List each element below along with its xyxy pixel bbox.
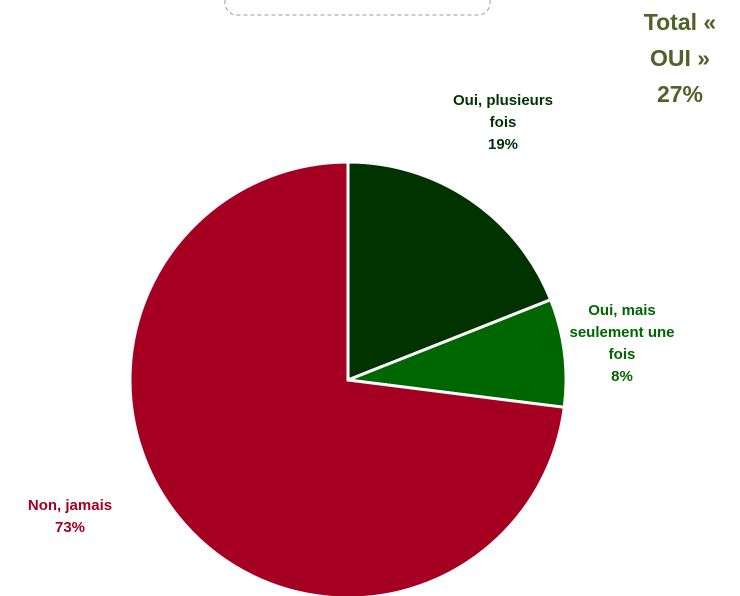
slice-label: Non, jamais 73% bbox=[0, 495, 140, 539]
value-label: 8% bbox=[611, 368, 633, 385]
slice bbox=[128, 160, 566, 596]
slice-label: Oui, plusieurs fois 19% bbox=[448, 90, 558, 156]
slice-label: Oui, mais seulement une fois 8% bbox=[567, 300, 677, 388]
category-label: Non, jamais bbox=[27, 497, 113, 514]
value-label: 73% bbox=[54, 519, 86, 536]
annotation: Total « OUI » 27% bbox=[643, 9, 717, 107]
category-label: Oui, mais seulement une fois bbox=[569, 302, 675, 363]
frame bbox=[224, 0, 491, 16]
slice bbox=[347, 297, 568, 409]
slice bbox=[346, 160, 553, 383]
category-label: Oui, plusieurs fois bbox=[452, 92, 554, 131]
value-label: 19% bbox=[487, 136, 519, 153]
